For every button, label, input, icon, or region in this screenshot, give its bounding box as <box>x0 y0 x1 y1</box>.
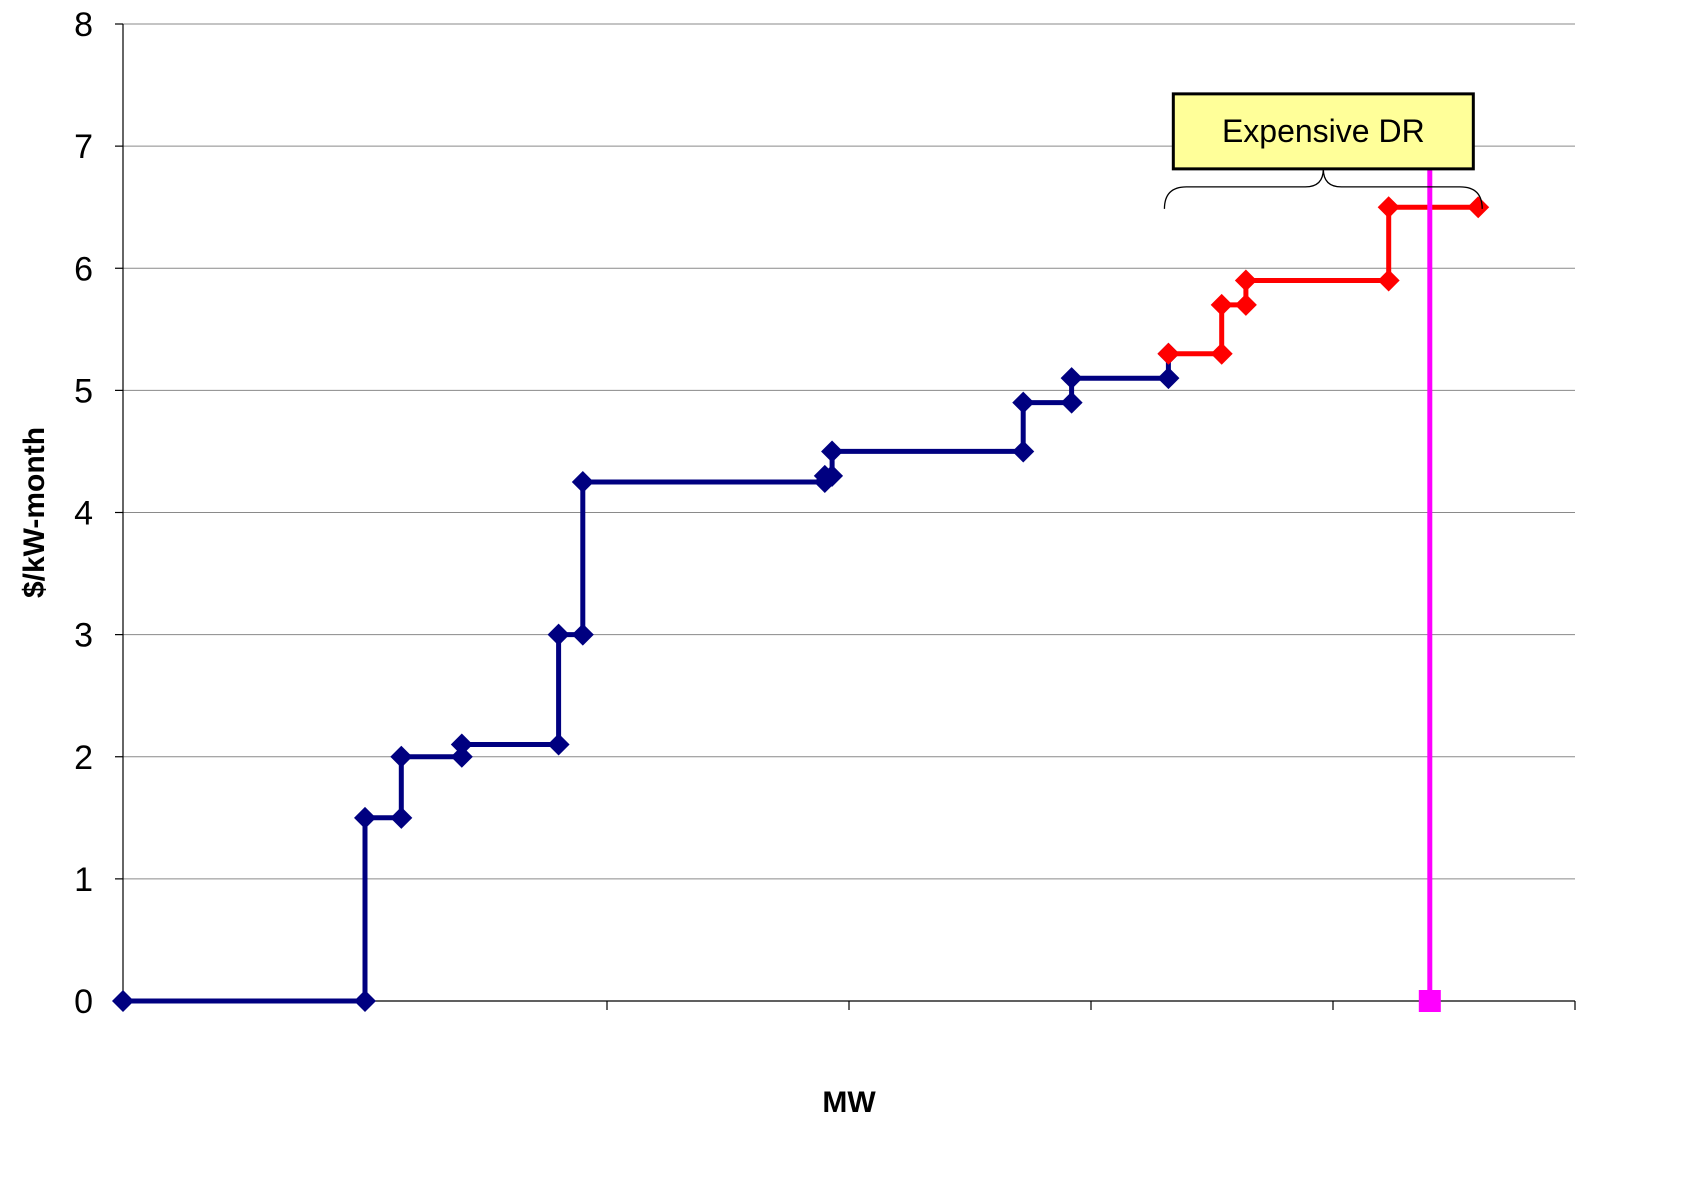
y-tick-label-4: 4 <box>74 495 93 533</box>
series-0-point-8 <box>547 623 570 646</box>
series-0-point-18 <box>1060 367 1083 390</box>
series-0-point-16 <box>1012 391 1035 414</box>
series-0-point-4 <box>390 745 413 768</box>
series-2-point-0 <box>1418 990 1441 1012</box>
y-tick-label-3: 3 <box>74 617 93 655</box>
y-tick-label-7: 7 <box>74 128 93 166</box>
series-0-point-1 <box>354 990 376 1012</box>
series-1-point-6 <box>1377 196 1400 219</box>
series-0-point-3 <box>390 806 413 829</box>
y-tick-label-2: 2 <box>74 739 93 777</box>
series-0-point-2 <box>354 806 376 829</box>
expensive-dr-label: Expensive DR <box>1222 113 1425 149</box>
series-0-point-7 <box>547 733 570 756</box>
series-0-point-15 <box>1012 440 1035 463</box>
series-2 <box>1418 135 1441 1012</box>
series-layer <box>112 135 1490 1012</box>
series-1-point-1 <box>1210 342 1233 365</box>
y-tick-label-0: 0 <box>74 983 93 1021</box>
series-1-point-5 <box>1377 269 1400 292</box>
series-0-point-0 <box>112 990 134 1012</box>
series-0-point-19 <box>1157 367 1180 390</box>
y-tick-label-6: 6 <box>74 250 93 288</box>
series-1-point-4 <box>1234 269 1257 292</box>
series-0-point-5 <box>450 745 473 768</box>
expensive-dr-brace <box>1163 168 1483 209</box>
grid-lines <box>123 23 1575 880</box>
axes <box>115 23 1576 1010</box>
series-0-point-6 <box>450 733 473 756</box>
annotation: Expensive DR <box>1163 92 1483 209</box>
series-0 <box>112 342 1180 1012</box>
series-1-point-7 <box>1467 196 1490 219</box>
series-0-point-10 <box>571 470 594 493</box>
series-1-point-2 <box>1210 293 1233 316</box>
tick-labels: 0 1 2 3 4 5 6 7 8 <box>74 6 93 1021</box>
series-0-point-9 <box>571 623 594 646</box>
series-0-line <box>123 353 1171 1004</box>
series-0-point-17 <box>1060 391 1083 414</box>
y-tick-label-8: 8 <box>74 6 93 44</box>
series-0-point-14 <box>821 440 844 463</box>
y-tick-label-1: 1 <box>74 861 93 899</box>
series-1 <box>1157 196 1490 365</box>
expensive-dr-callout-box <box>1171 92 1475 171</box>
series-1-point-0 <box>1157 342 1180 365</box>
x-axis-title: MW <box>822 1086 876 1119</box>
series-0-point-13 <box>821 464 844 487</box>
series-1-point-3 <box>1234 293 1257 316</box>
y-tick-label-5: 5 <box>74 372 93 410</box>
y-axis-title: $/kW-month <box>18 427 51 598</box>
